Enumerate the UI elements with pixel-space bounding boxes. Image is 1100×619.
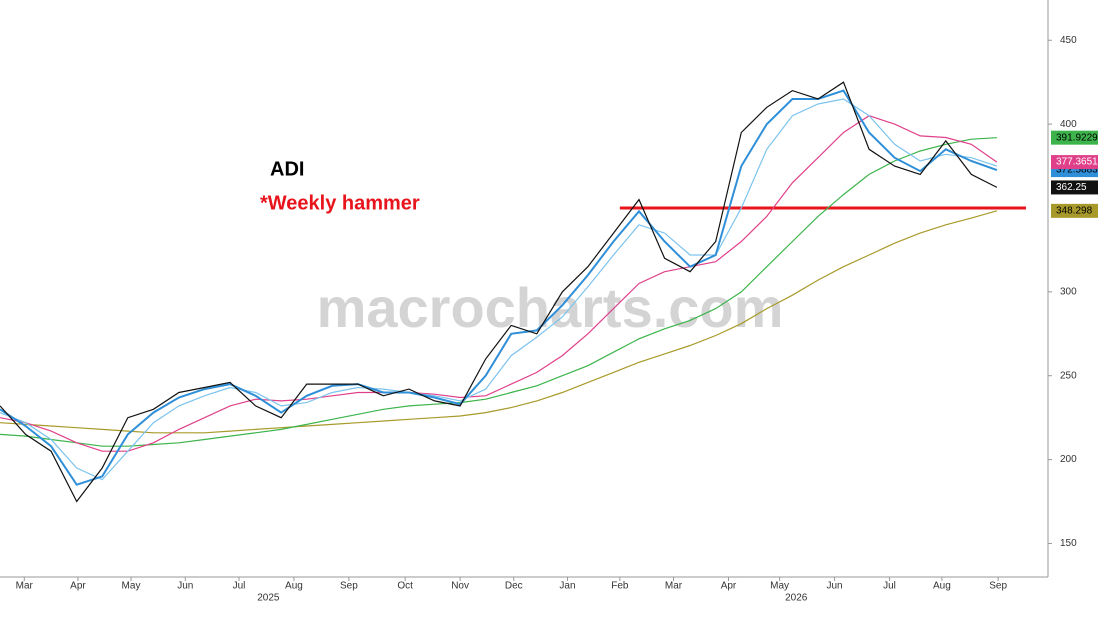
last-value-box	[1051, 155, 1098, 170]
x-tick-label: Mar	[665, 581, 683, 592]
pattern-annotation: *Weekly hammer	[260, 192, 420, 214]
ticker-annotation: ADI	[270, 158, 304, 180]
x-tick-label: May	[122, 581, 141, 592]
year-label: 2026	[785, 593, 808, 604]
last-value-label: 348.298	[1056, 205, 1093, 216]
x-tick-label: Mar	[16, 581, 34, 592]
series-line	[0, 81, 998, 503]
x-tick-label: Dec	[505, 581, 523, 592]
x-tick-label: Jun	[177, 581, 193, 592]
x-tick-label: Jan	[559, 581, 575, 592]
x-tick-label: Jul	[883, 581, 896, 592]
last-value-label: 377.3651	[1056, 157, 1098, 168]
x-tick-label: Apr	[721, 581, 737, 592]
y-tick-label: 250	[1060, 370, 1077, 381]
year-label: 2025	[257, 593, 280, 604]
x-tick-label: Sep	[989, 581, 1007, 592]
series-line	[0, 137, 997, 447]
x-tick-label: Aug	[285, 581, 303, 592]
x-tick-label: May	[770, 581, 789, 592]
x-tick-label: Feb	[611, 581, 629, 592]
x-tick-label: Jul	[233, 581, 246, 592]
last-value-box	[1051, 180, 1098, 195]
last-value-label: 391.9229	[1056, 132, 1098, 143]
series-line	[0, 210, 998, 434]
last-value-box	[1051, 203, 1098, 218]
y-tick-label: 300	[1060, 286, 1077, 297]
series-line	[0, 115, 998, 452]
series-line	[0, 89, 998, 486]
y-tick-label: 400	[1060, 119, 1077, 130]
last-value-label: 372.5883	[1056, 165, 1098, 176]
x-tick-label: Sep	[340, 581, 358, 592]
y-tick-label: 150	[1060, 538, 1077, 549]
y-tick-label: 200	[1060, 454, 1077, 465]
last-value-box	[1051, 130, 1098, 145]
series-line	[0, 98, 998, 481]
x-tick-label: Oct	[397, 581, 413, 592]
x-tick-label: Aug	[933, 581, 951, 592]
y-tick-label: 450	[1060, 35, 1077, 46]
x-tick-label: Apr	[70, 581, 86, 592]
last-value-label: 362.25	[1056, 182, 1087, 193]
x-tick-label: Nov	[451, 581, 469, 592]
watermark: macrocharts.com	[317, 276, 784, 339]
x-tick-label: Jun	[827, 581, 843, 592]
